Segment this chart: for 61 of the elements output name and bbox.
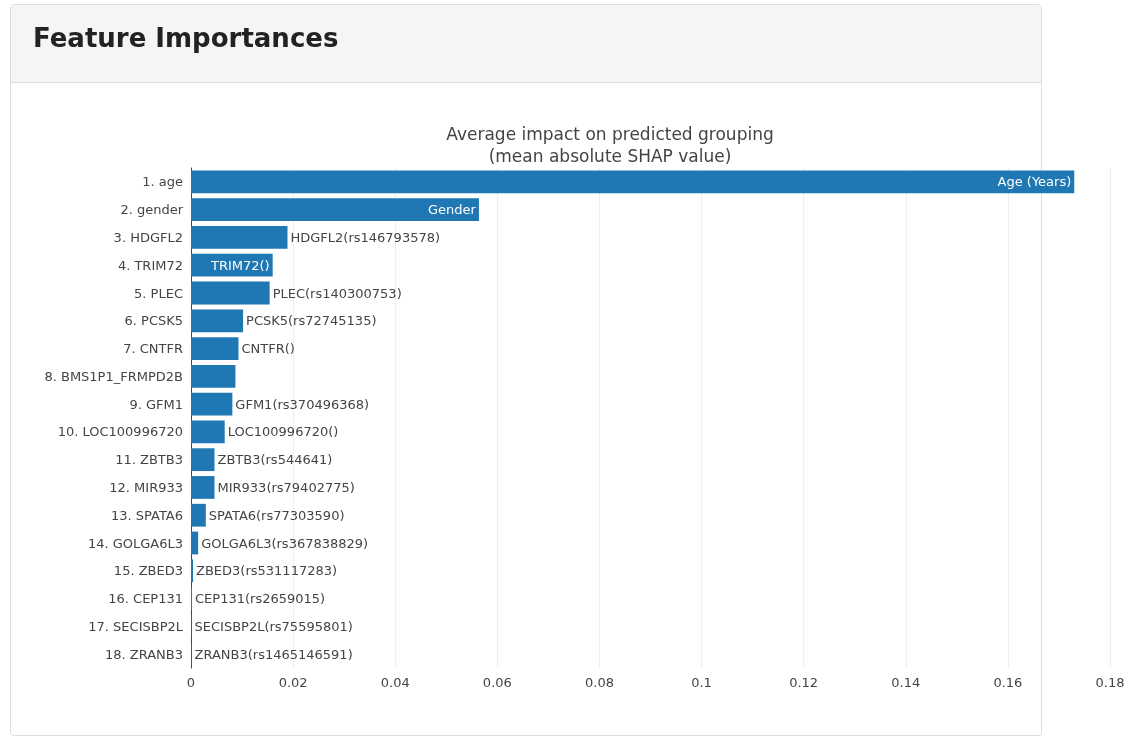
x-tick-label: 0.08 (584, 675, 614, 690)
annotation: TRIM72() (209, 257, 270, 273)
x-tick-label: 0 (186, 675, 196, 690)
y-tick-label: 5. PLEC (134, 285, 183, 301)
bar (191, 337, 239, 360)
y-tick-label: 1. age (142, 174, 183, 190)
bar (191, 226, 288, 249)
annotation: ZRANB3(rs1465146591) (194, 646, 353, 662)
x-tick-label: 0.12 (789, 675, 819, 690)
annotation: PCSK5(rs72745135) (246, 313, 377, 329)
y-tick-label: 7. CNTFR (123, 341, 183, 357)
x-tick-label: 0.1 (691, 675, 712, 690)
bar (191, 503, 206, 527)
bar (191, 392, 233, 416)
y-tick-label: 12. MIR933 (109, 479, 183, 495)
bar (191, 531, 199, 555)
bar (191, 281, 270, 305)
x-tick-label: 0.02 (278, 675, 308, 690)
chart-subtitle: Average impact on predicted grouping (mean absolute SHAP value) (446, 124, 774, 166)
annotation: GFM1(rs370496368) (235, 396, 370, 412)
annotation: HDGFL2(rs146793578) (290, 229, 441, 245)
bar (191, 559, 194, 583)
annotation: CNTFR() (241, 341, 295, 357)
annotation: PLEC(rs140300753) (272, 285, 402, 301)
annotation: LOC100996720() (227, 424, 339, 440)
annotation: CEP131(rs2659015) (195, 591, 326, 607)
bar (191, 448, 215, 472)
x-tick-label: 0.14 (891, 675, 921, 690)
bar (191, 364, 236, 388)
chart-title: Feature Importances (11, 5, 1041, 83)
y-tick-label: 11. ZBTB3 (115, 452, 183, 468)
bar (191, 476, 215, 499)
annotation: ZBTB3(rs544641) (217, 452, 333, 468)
y-tick-label: 6. PCSK5 (124, 313, 183, 329)
y-tick-label: 15. ZBED3 (113, 563, 183, 579)
annotation: GOLGA6L3(rs367838829) (201, 535, 369, 551)
annotation: SPATA6(rs77303590) (208, 507, 345, 523)
annotation: Gender (428, 202, 477, 218)
y-tick-label: 16. CEP131 (108, 591, 183, 607)
y-tick-label: 14. GOLGA6L3 (87, 535, 183, 551)
bar (191, 309, 244, 333)
x-tick-label: 0.04 (380, 675, 410, 690)
y-tick-label: 9. GFM1 (129, 396, 183, 412)
y-tick-label: 13. SPATA6 (110, 507, 183, 523)
y-tick-label: 17. SECISBP2L (88, 618, 184, 634)
bar (191, 170, 1075, 194)
bar (191, 198, 479, 222)
y-tick-label: 4. TRIM72 (117, 257, 183, 273)
x-tick-label: 0.16 (993, 675, 1023, 690)
bar (191, 420, 225, 444)
annotation: MIR933(rs79402775) (217, 479, 355, 495)
annotation: Age (Years) (997, 174, 1072, 190)
annotation: SECISBP2L(rs75595801) (194, 618, 353, 634)
y-tick-label: 2. gender (120, 202, 184, 218)
y-tick-label: 10. LOC100996720 (57, 424, 183, 440)
x-tick-label: 0.06 (482, 675, 512, 690)
y-tick-label: 8. BMS1P1_FRMPD2B (44, 368, 183, 384)
y-tick-label: 3. HDGFL2 (113, 229, 183, 245)
annotation: ZBED3(rs531117283) (196, 563, 338, 579)
x-tick-label: 0.18 (1095, 675, 1125, 690)
y-tick-label: 18. ZRANB3 (104, 646, 183, 662)
